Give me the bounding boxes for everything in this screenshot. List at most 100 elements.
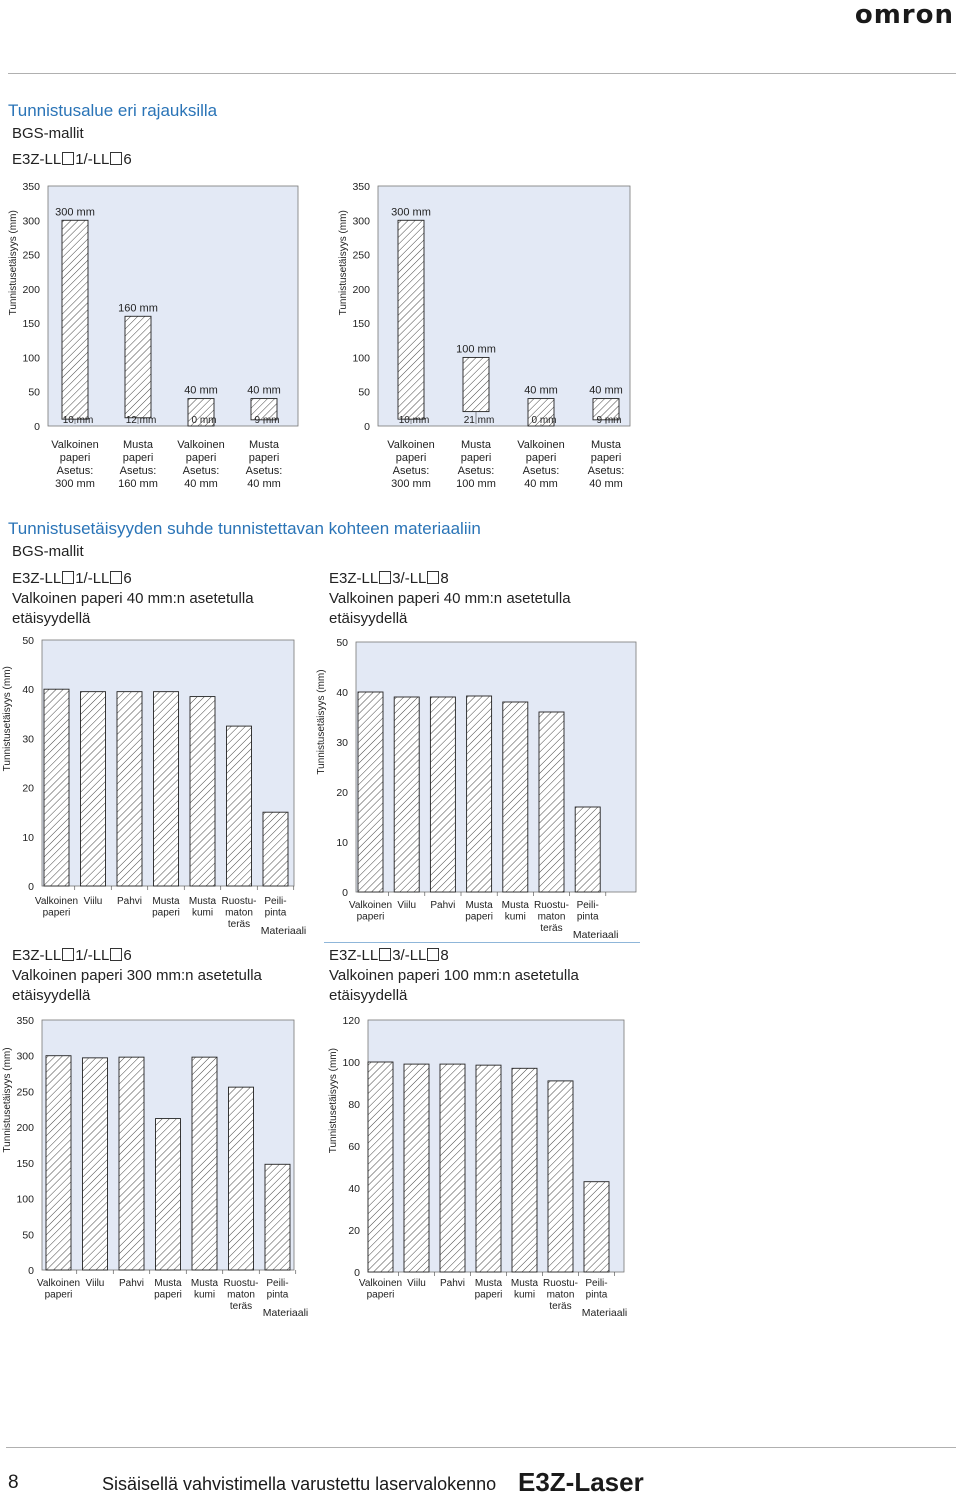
chart-svg: Tunnistusetäisyys (mm) 0 50 100 150 200 250 300… — [2, 1015, 308, 1319]
y-tick-label: 350 — [16, 1015, 34, 1027]
material-bar — [547, 1080, 574, 1273]
x-category-label: Valkoinen — [349, 900, 392, 911]
y-tick-label: 40 — [336, 687, 348, 699]
x-category-label: paperi — [461, 452, 492, 464]
material-chart-2: Tunnistusetäisyys (mm) 0 10 20 30 40 50 Valkoin… — [316, 632, 640, 941]
x-category-label: Peili- — [264, 896, 286, 907]
material-bar — [429, 696, 456, 893]
min-range-label: 0 mm — [532, 415, 557, 426]
section1-model: E3Z-LL 1/-LL 6 — [12, 151, 132, 168]
x-category-label: 40 mm — [247, 478, 281, 490]
chart-svg: Tunnistusetäisyys (mm) 0 50 100 150 200 250 300… — [8, 181, 299, 490]
block-heading-4: E3Z-LL 3/-LL 8 Valkoinen paperi 100 mm:n a… — [329, 946, 579, 1006]
placeholder-box-icon — [62, 152, 75, 165]
x-category-label: Ruostu- — [534, 900, 569, 911]
x-category-label: paperi — [475, 1290, 503, 1301]
section1-title: Tunnistusalue eri rajauksilla — [8, 101, 218, 120]
max-range-label: 40 mm — [589, 385, 623, 397]
y-tick-label: 50 — [22, 1229, 34, 1241]
y-tick-label: 10 — [22, 832, 34, 844]
placeholder-box-icon — [62, 571, 75, 584]
x-category-label: Ruostu- — [221, 896, 256, 907]
x-category-label: Valkoinen — [517, 439, 565, 451]
x-category-label: Musta — [189, 896, 217, 907]
range-bar — [187, 398, 215, 427]
material-bar — [367, 1061, 394, 1273]
x-category-label: maton — [227, 1290, 255, 1301]
x-category-label: pinta — [267, 1290, 289, 1301]
material-bar — [475, 1064, 502, 1273]
block-model-2: E3Z-LL 3/-LL 8 — [329, 570, 449, 587]
x-category-label: Peili- — [266, 1278, 288, 1289]
x-category-label: Musta — [475, 1278, 503, 1289]
x-category-label: Viilu — [86, 1278, 105, 1289]
block-heading-1: E3Z-LL 1/-LL 6 Valkoinen paperi 40 mm:n as… — [12, 569, 254, 629]
y-tick-label: 150 — [352, 318, 370, 330]
y-tick-label: 100 — [342, 1057, 360, 1069]
x-category-label: kumi — [514, 1290, 535, 1301]
max-range-label: 40 mm — [247, 385, 281, 397]
x-category-label: 300 mm — [391, 478, 431, 490]
x-category-label: teräs — [549, 1301, 571, 1312]
range-chart-2: Tunnistusetäisyys (mm) 0 50 100 150 200 250 300… — [330, 178, 640, 508]
y-tick-label: 100 — [16, 1194, 34, 1206]
x-category-label: paperi — [186, 452, 217, 464]
x-category-label: Asetus: — [523, 465, 560, 477]
y-tick-label: 0 — [28, 1265, 34, 1277]
material-bar — [228, 1086, 254, 1271]
material-bar — [45, 1055, 72, 1271]
material-bar — [466, 695, 493, 893]
block-heading-3: E3Z-LL 1/-LL 6 Valkoinen paperi 300 mm:n a… — [12, 946, 262, 1006]
chart-svg: Tunnistusetäisyys (mm) 0 50 100 150 200 250 300… — [338, 181, 631, 490]
x-axis-label: Materiaali — [261, 925, 307, 937]
x-category-label: kumi — [192, 908, 213, 919]
x-category-label: paperi — [367, 1290, 395, 1301]
x-category-label: Viilu — [397, 900, 416, 911]
material-bar — [538, 711, 565, 893]
range-bar — [61, 219, 89, 420]
x-axis-label: Materiaali — [573, 929, 619, 941]
x-category-label: Musta — [591, 439, 622, 451]
y-tick-label: 10 — [336, 837, 348, 849]
y-tick-label: 300 — [22, 215, 40, 227]
y-axis-label: Tunnistusetäisyys (mm) — [8, 210, 19, 315]
block-model-3: E3Z-LL 1/-LL 6 — [12, 947, 132, 964]
material-bar — [264, 1163, 291, 1271]
material-bar — [80, 691, 106, 887]
block-line1-3: Valkoinen paperi 300 mm:n asetetulla — [12, 967, 262, 984]
x-category-label: Asetus: — [588, 465, 625, 477]
block-line1-1: Valkoinen paperi 40 mm:n asetetulla — [12, 590, 254, 607]
y-tick-label: 150 — [22, 318, 40, 330]
material-chart-4: Tunnistusetäisyys (mm) 0 20 40 60 80 100 120 Val… — [322, 1012, 642, 1322]
material-bar — [226, 725, 252, 887]
x-category-label: paperi — [249, 452, 280, 464]
max-range-label: 160 mm — [118, 302, 158, 314]
x-category-label: pinta — [586, 1290, 608, 1301]
block-line1-4: Valkoinen paperi 100 mm:n asetetulla — [329, 967, 579, 984]
x-category-label: paperi — [152, 908, 180, 919]
material-chart-3: Tunnistusetäisyys (mm) 0 50 100 150 200 250 300… — [0, 1012, 308, 1322]
block-model-1: E3Z-LL 1/-LL 6 — [12, 570, 132, 587]
x-category-label: Pahvi — [440, 1278, 465, 1289]
chart-svg: Tunnistusetäisyys (mm) 0 10 20 30 40 50 Valkoin… — [2, 635, 306, 937]
x-category-label: Musta — [152, 896, 180, 907]
header-rule — [8, 73, 956, 74]
block-line2-2: etäisyydellä — [329, 610, 408, 627]
y-tick-label: 0 — [28, 881, 34, 893]
range-chart-1: Tunnistusetäisyys (mm) 0 50 100 150 200 250 300… — [0, 178, 300, 508]
placeholder-box-icon — [427, 948, 440, 961]
max-range-label: 300 mm — [391, 206, 431, 218]
x-category-label: Viilu — [84, 896, 103, 907]
x-category-label: Viilu — [407, 1278, 426, 1289]
material-bar — [574, 806, 601, 893]
y-tick-label: 250 — [352, 250, 370, 262]
y-axis-label: Tunnistusetäisyys (mm) — [2, 666, 13, 771]
max-range-label: 40 mm — [524, 385, 558, 397]
x-category-label: 40 mm — [524, 478, 558, 490]
x-axis-label: Materiaali — [263, 1307, 309, 1319]
placeholder-box-icon — [110, 571, 123, 584]
material-bar — [155, 1118, 181, 1271]
material-bar — [153, 691, 179, 887]
x-category-label: Musta — [511, 1278, 539, 1289]
material-bar — [191, 1056, 218, 1271]
